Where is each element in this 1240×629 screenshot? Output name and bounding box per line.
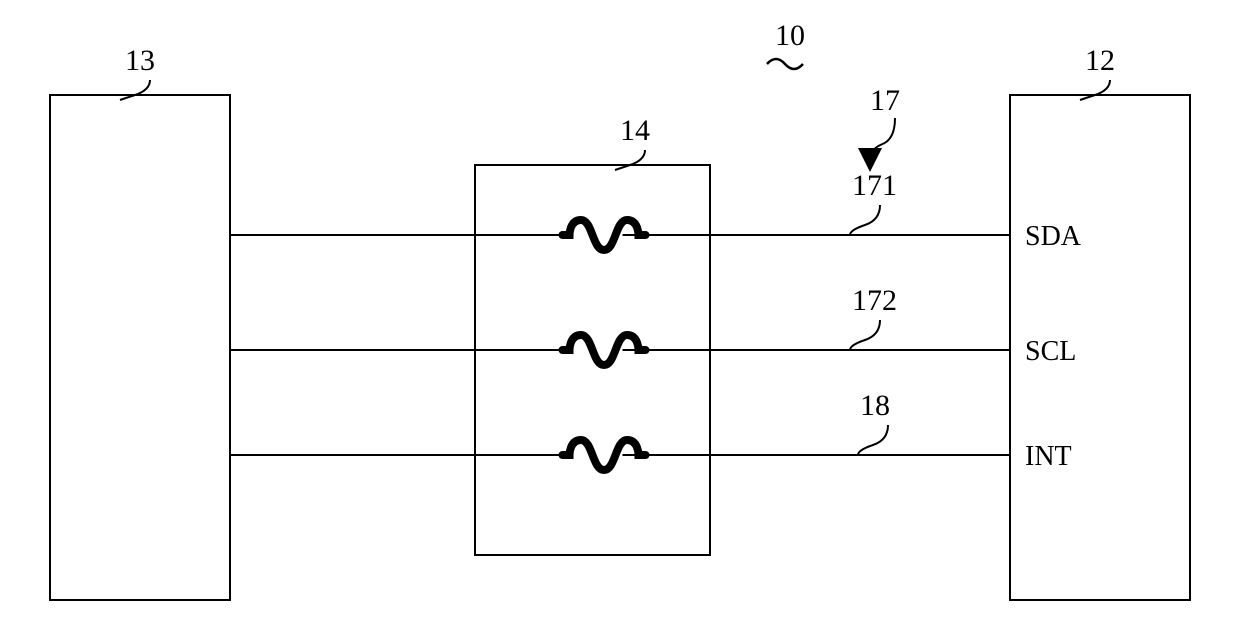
ref-leader-scl xyxy=(850,320,880,350)
ref-label-main: 10 xyxy=(775,19,805,52)
ref-label-group: 17 xyxy=(870,84,900,117)
ref-label-int: 18 xyxy=(860,389,890,422)
block-diagram: SDA SCL INT 10 13 12 14 17 171 172 18 xyxy=(0,0,1240,629)
ref-label-scl: 172 xyxy=(852,284,897,317)
signal-label-sda: SDA xyxy=(1025,221,1082,252)
wire-int: INT xyxy=(230,440,1072,472)
ref-label-right: 12 xyxy=(1085,44,1115,77)
wire-scl: SCL xyxy=(230,335,1076,367)
ref-leader-center xyxy=(615,150,645,170)
signal-label-int: INT xyxy=(1025,441,1072,472)
ref-leader-int xyxy=(858,425,888,455)
block-left xyxy=(50,95,230,600)
ref-leader-sda xyxy=(850,205,880,235)
ref-label-sda: 171 xyxy=(852,169,897,202)
ref-leader-main xyxy=(767,59,803,69)
wire-sda: SDA xyxy=(230,220,1082,252)
ref-leader-group xyxy=(870,118,895,160)
ref-label-center: 14 xyxy=(620,114,650,147)
ref-leader-right xyxy=(1080,80,1110,100)
signal-label-scl: SCL xyxy=(1025,336,1076,367)
ref-label-left: 13 xyxy=(125,44,155,77)
ref-leader-left xyxy=(120,80,150,100)
